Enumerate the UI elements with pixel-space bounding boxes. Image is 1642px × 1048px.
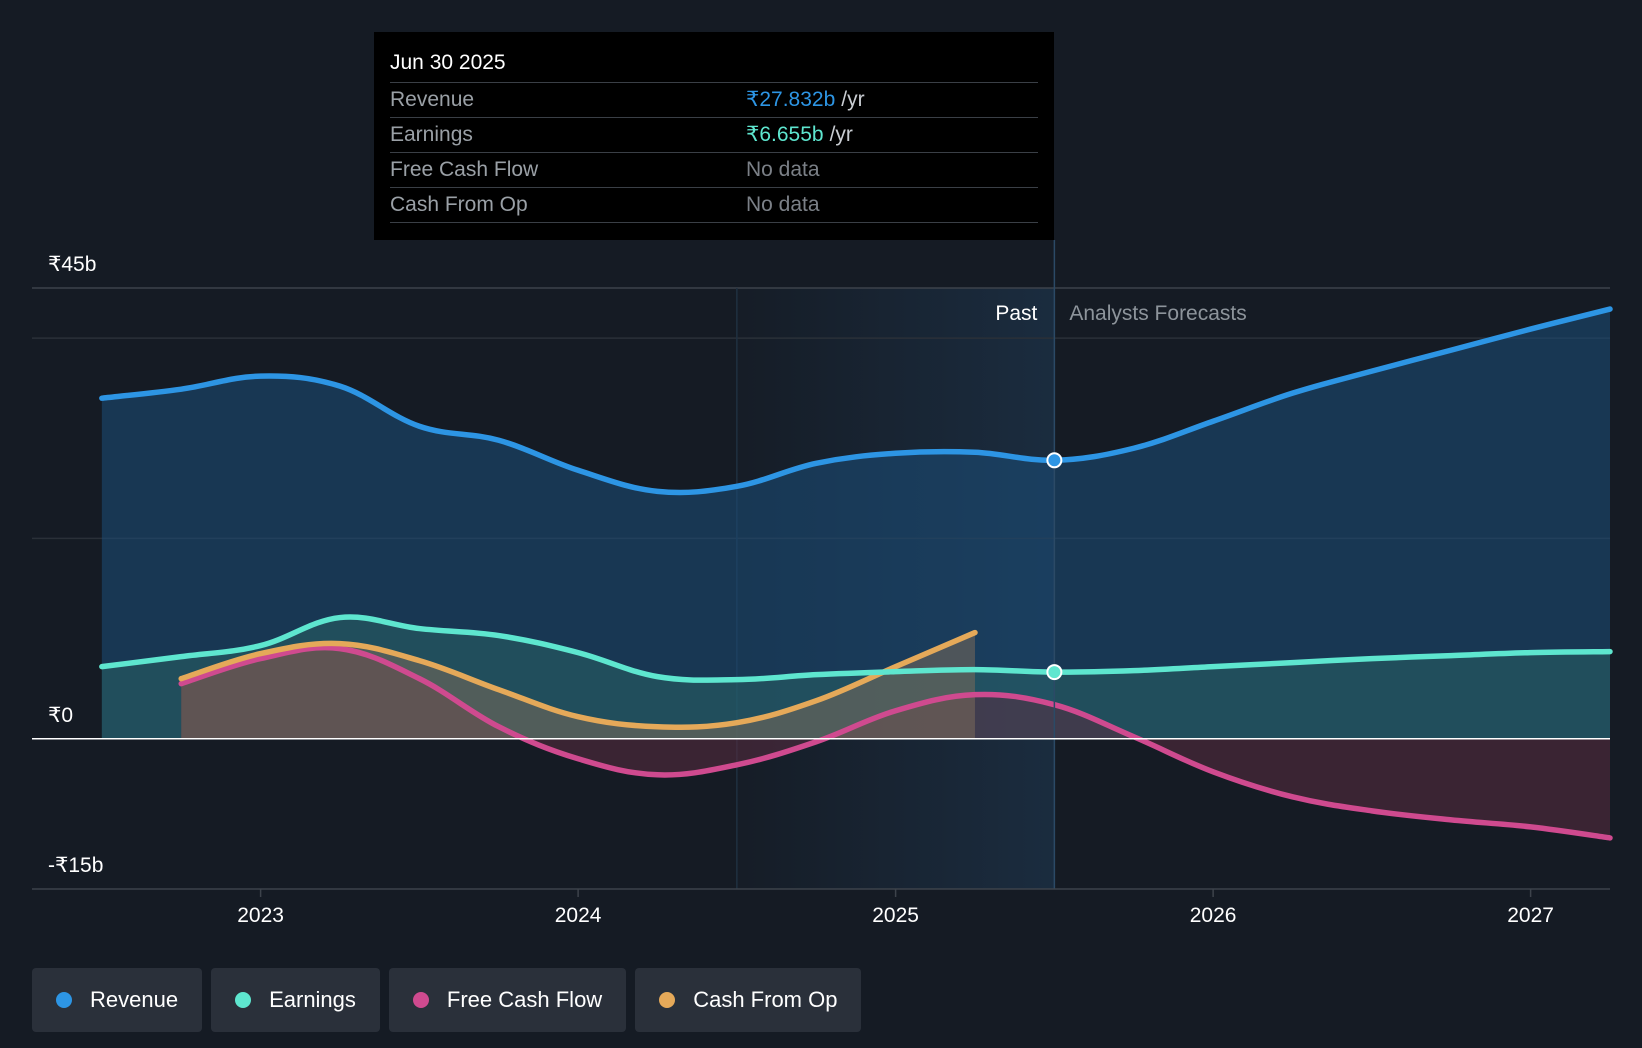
legend-label: Earnings (269, 987, 356, 1012)
legend-label: Revenue (90, 987, 179, 1012)
legend-label: Cash From Op (693, 987, 838, 1012)
legend-label: Free Cash Flow (446, 987, 603, 1012)
tooltip-row-cash-from-op: Cash From Op No data (390, 187, 1038, 223)
tooltip-row-earnings: Earnings ₹6.655b /yr (390, 117, 1038, 152)
tooltip-label: Revenue (390, 88, 475, 111)
tooltip-row-revenue: Revenue ₹27.832b /yr (390, 82, 1038, 117)
tooltip-value: ₹6.655b (746, 123, 824, 146)
tooltip-label: Free Cash Flow (390, 158, 539, 181)
tooltip-row-free-cash-flow: Free Cash Flow No data (390, 152, 1038, 187)
x-tick-label: 2023 (237, 904, 284, 927)
legend: Revenue Earnings Free Cash Flow Cash Fro… (32, 968, 862, 1032)
marker-earnings (1046, 664, 1063, 681)
legend-item-revenue[interactable]: Revenue (32, 968, 203, 1032)
tooltip-unit: /yr (841, 88, 865, 111)
line-cash-from-op (178, 629, 978, 730)
x-tick-label: 2027 (1507, 904, 1554, 927)
tooltip-value: No data (746, 193, 820, 216)
x-tick-label: 2024 (555, 904, 602, 927)
x-tick-label: 2025 (872, 904, 919, 927)
legend-dot-icon (235, 992, 252, 1008)
forecast-label: Analysts Forecasts (1069, 302, 1246, 325)
tooltip-unit: /yr (829, 123, 853, 146)
legend-dot-icon (56, 992, 72, 1008)
legend-dot-icon (412, 992, 429, 1008)
y-tick-label-zero: ₹0 (48, 704, 73, 727)
y-tick-label-min: -₹15b (48, 854, 103, 877)
legend-item-free-cash-flow[interactable]: Free Cash Flow (388, 968, 627, 1032)
legend-item-earnings[interactable]: Earnings (211, 968, 380, 1032)
tooltip-date: Jun 30 2025 (390, 51, 506, 74)
line-revenue (99, 306, 1613, 496)
past-label: Past (995, 302, 1037, 325)
line-free-cash-flow (178, 644, 1613, 841)
tooltip-label: Cash From Op (390, 193, 528, 216)
legend-dot-icon (659, 992, 676, 1008)
tooltip-value: ₹27.832b (746, 88, 836, 111)
line-earnings (99, 614, 1613, 683)
legend-item-cash-from-op[interactable]: Cash From Op (635, 968, 862, 1032)
tooltip-label: Earnings (390, 123, 473, 146)
tooltip-value: No data (746, 158, 820, 181)
y-tick-label-max: ₹45b (48, 253, 96, 276)
x-tick-label: 2026 (1190, 904, 1237, 927)
marker-revenue (1046, 452, 1063, 469)
hover-tooltip: Jun 30 2025 Revenue ₹27.832b /yr Earning… (374, 32, 1054, 240)
